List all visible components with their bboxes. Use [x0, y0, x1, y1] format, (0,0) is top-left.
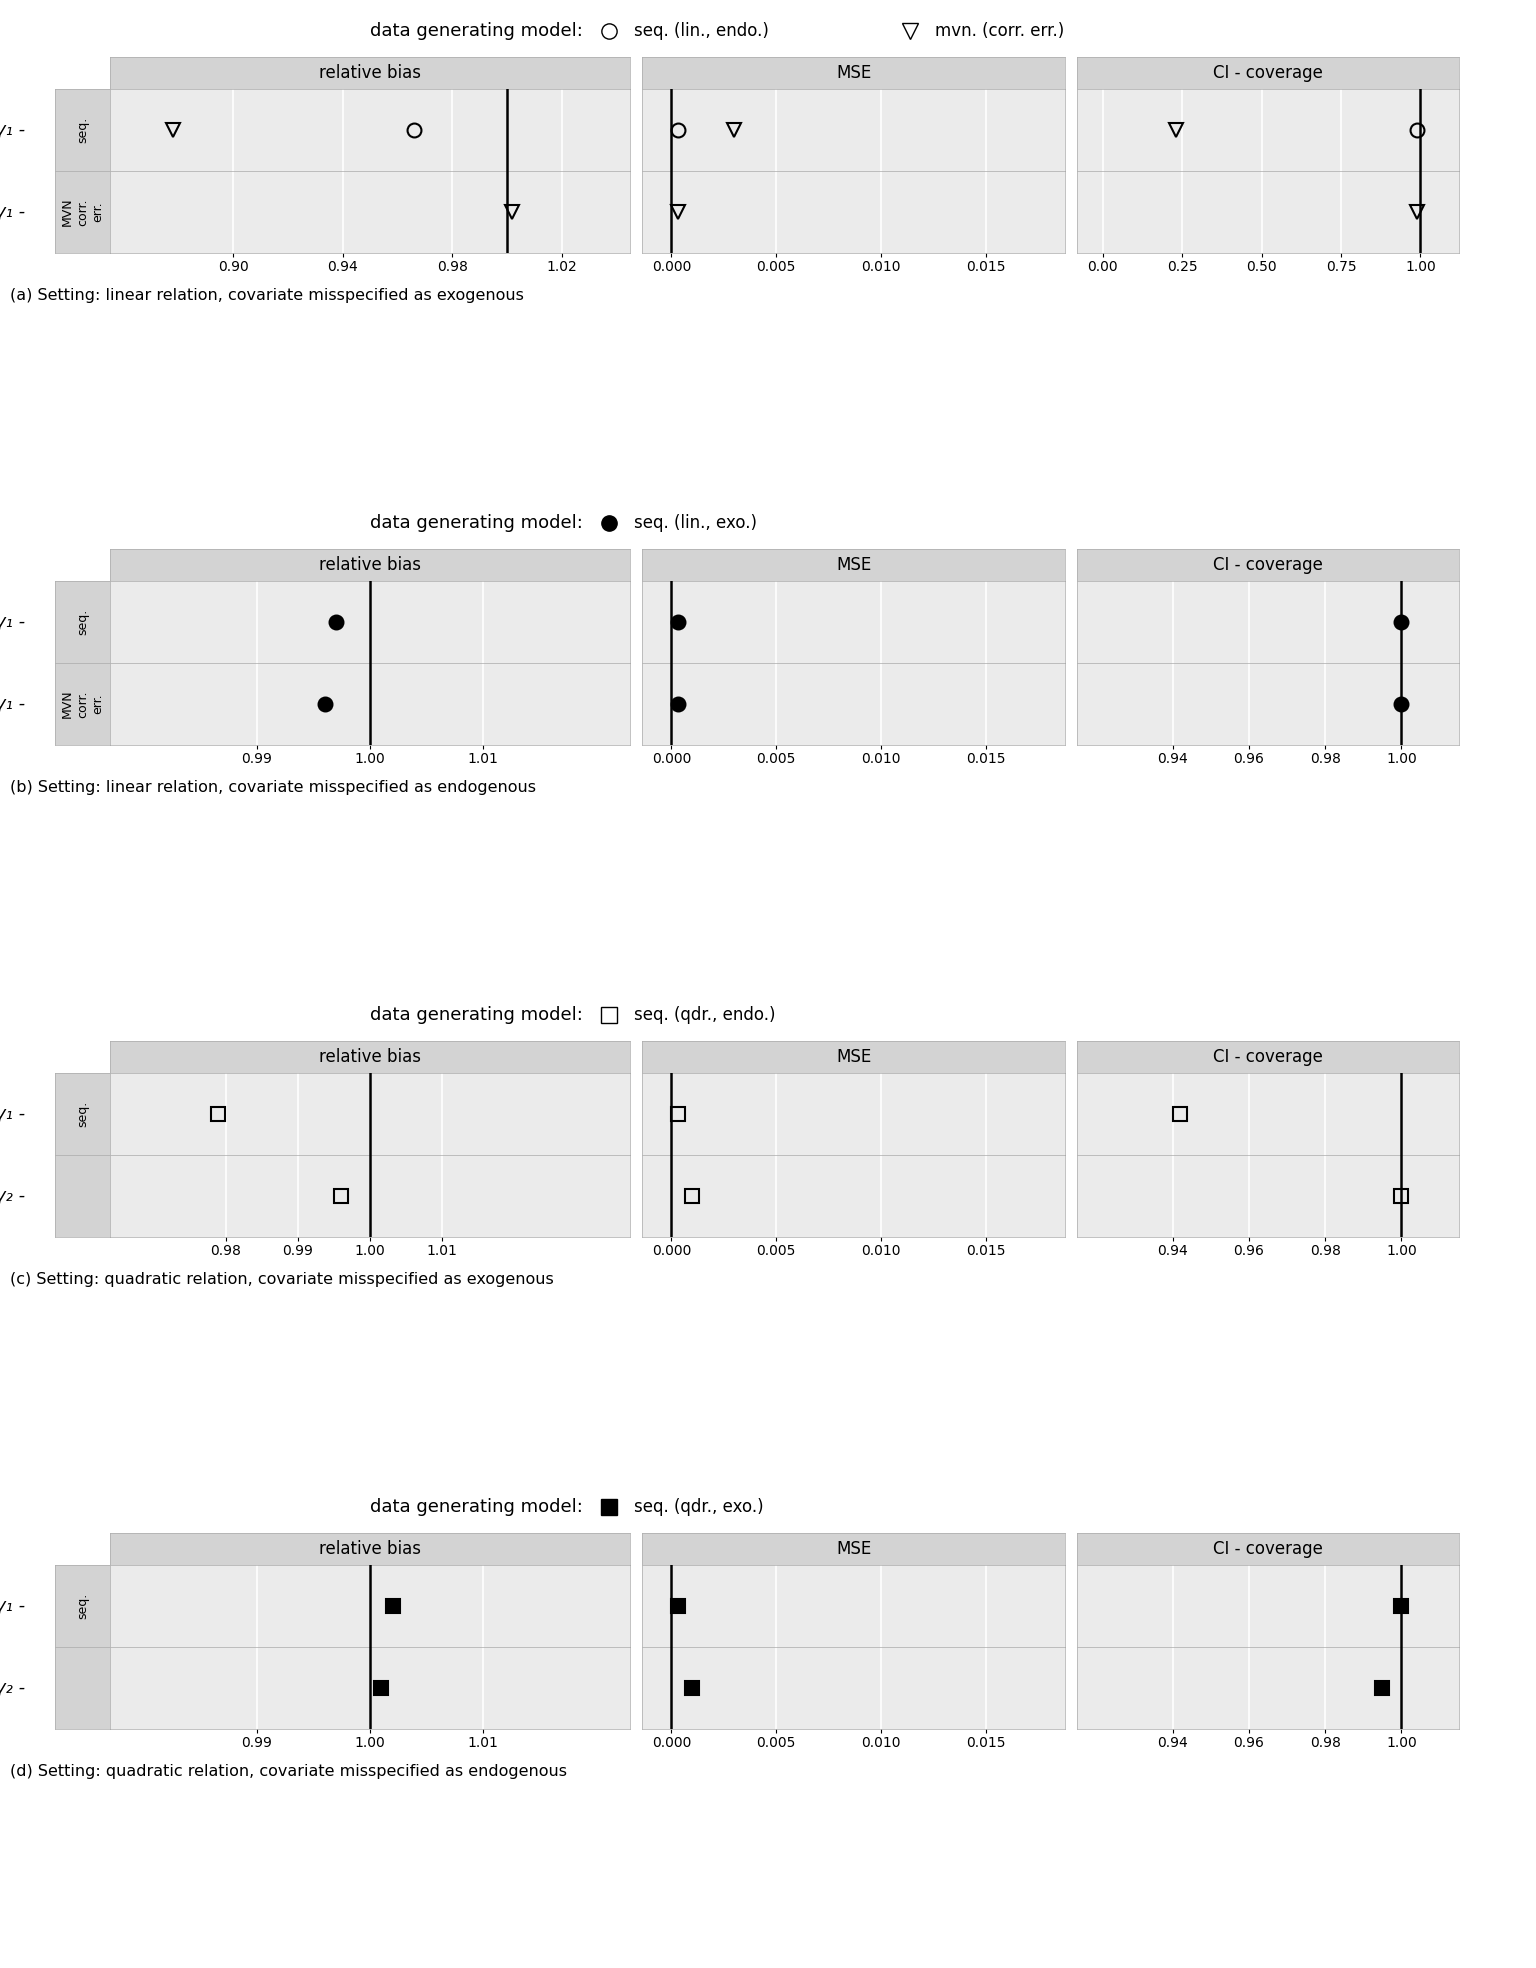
Text: γ₂ -: γ₂ -: [0, 1187, 25, 1204]
Text: CI - coverage: CI - coverage: [1213, 65, 1322, 83]
Text: MSE: MSE: [836, 1049, 871, 1067]
Text: γ₁ -: γ₁ -: [0, 1596, 25, 1616]
Text: MVN
corr.
err.: MVN corr. err.: [61, 689, 104, 718]
Text: (b) Setting: linear relation, covariate misspecified as endogenous: (b) Setting: linear relation, covariate …: [11, 779, 536, 795]
Text: CI - coverage: CI - coverage: [1213, 1049, 1322, 1067]
Text: relative bias: relative bias: [319, 65, 421, 83]
Text: CI - coverage: CI - coverage: [1213, 557, 1322, 575]
Text: seq. (qdr., exo.): seq. (qdr., exo.): [634, 1498, 763, 1515]
Text: seq.: seq.: [75, 1100, 89, 1128]
Text: γ₁ -: γ₁ -: [0, 120, 25, 140]
Text: (a) Setting: linear relation, covariate misspecified as exogenous: (a) Setting: linear relation, covariate …: [11, 287, 524, 303]
Text: γ₂ -: γ₂ -: [0, 1679, 25, 1696]
Text: seq.: seq.: [75, 116, 89, 144]
Text: γ₁ -: γ₁ -: [0, 695, 25, 712]
Text: seq. (qdr., endo.): seq. (qdr., endo.): [634, 1006, 776, 1023]
Text: seq. (lin., endo.): seq. (lin., endo.): [634, 22, 770, 39]
Text: γ₁ -: γ₁ -: [0, 203, 25, 220]
Text: (c) Setting: quadratic relation, covariate misspecified as exogenous: (c) Setting: quadratic relation, covaria…: [11, 1271, 554, 1287]
Text: data generating model:: data generating model:: [370, 1006, 582, 1023]
Text: data generating model:: data generating model:: [370, 1498, 582, 1515]
Text: (d) Setting: quadratic relation, covariate misspecified as endogenous: (d) Setting: quadratic relation, covaria…: [11, 1763, 567, 1779]
Text: MSE: MSE: [836, 557, 871, 575]
Text: seq.: seq.: [75, 1592, 89, 1620]
Text: MSE: MSE: [836, 65, 871, 83]
Text: relative bias: relative bias: [319, 1049, 421, 1067]
Text: γ₁ -: γ₁ -: [0, 1104, 25, 1124]
Text: CI - coverage: CI - coverage: [1213, 1541, 1322, 1559]
Text: data generating model:: data generating model:: [370, 514, 582, 531]
Text: mvn. (corr. err.): mvn. (corr. err.): [934, 22, 1064, 39]
Text: seq. (lin., exo.): seq. (lin., exo.): [634, 514, 757, 531]
Text: γ₁ -: γ₁ -: [0, 612, 25, 632]
Text: relative bias: relative bias: [319, 1541, 421, 1559]
Text: MVN
corr.
err.: MVN corr. err.: [61, 197, 104, 226]
Text: relative bias: relative bias: [319, 557, 421, 575]
Text: seq.: seq.: [75, 608, 89, 636]
Text: data generating model:: data generating model:: [370, 22, 582, 39]
Text: MSE: MSE: [836, 1541, 871, 1559]
